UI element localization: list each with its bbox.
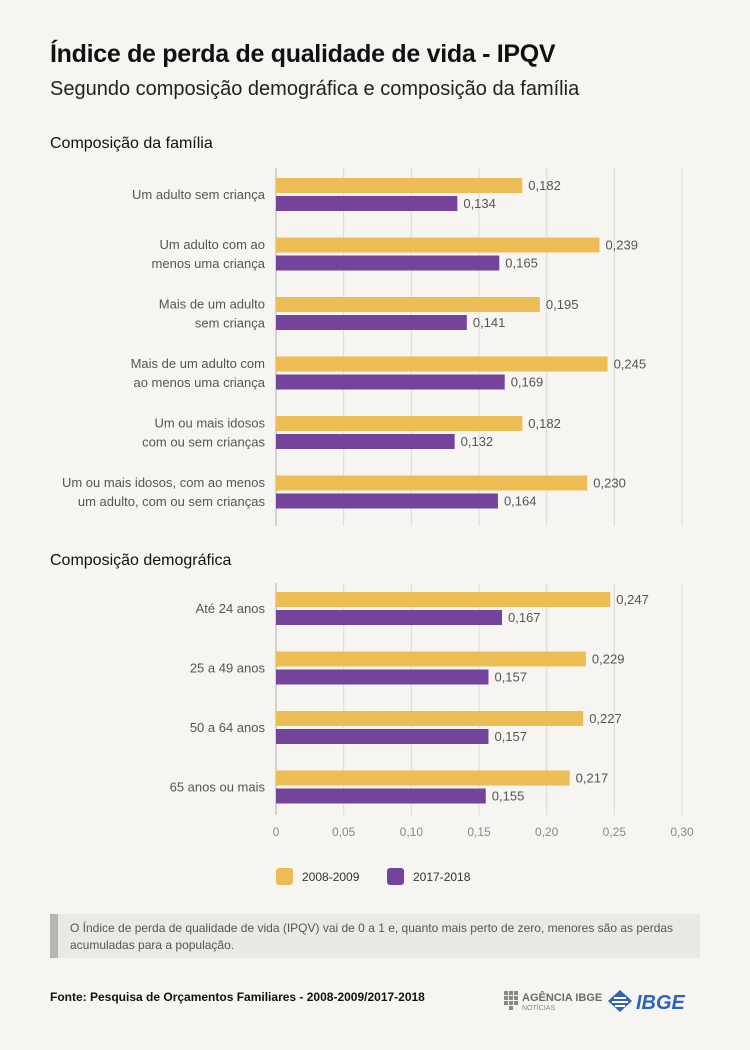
data-label: 0,247	[616, 592, 649, 607]
data-label: 0,157	[494, 729, 527, 744]
section-title: Composição demográfica	[50, 552, 232, 569]
data-label: 0,182	[528, 416, 561, 431]
bar-2017-2018	[276, 434, 455, 449]
legend-swatch	[276, 868, 293, 885]
bar-2008-2009	[276, 237, 600, 253]
category-label: com ou sem crianças	[142, 435, 265, 450]
data-label: 0,239	[605, 238, 638, 253]
bar-2008-2009	[276, 297, 540, 312]
bar-2017-2018	[276, 788, 486, 804]
x-tick-label: 0,05	[332, 825, 356, 839]
x-tick-label: 0,10	[400, 825, 424, 839]
bar-2008-2009	[276, 178, 523, 193]
ibge-logo-icon	[608, 990, 632, 1012]
bar-2017-2018	[276, 729, 489, 744]
data-label: 0,169	[511, 375, 544, 390]
bar-2017-2018	[276, 374, 505, 390]
category-label: sem criança	[195, 316, 266, 331]
bar-2008-2009	[276, 416, 523, 431]
agencia-logo-title: AGÊNCIA IBGE	[522, 991, 602, 1004]
data-label: 0,157	[494, 670, 527, 685]
category-label: um adulto, com ou sem crianças	[78, 494, 266, 509]
category-label: Mais de um adulto	[159, 297, 265, 312]
x-tick-label: 0,15	[467, 825, 491, 839]
data-label: 0,134	[463, 196, 496, 211]
category-label: Um ou mais idosos	[154, 416, 265, 431]
category-label: 25 a 49 anos	[190, 661, 266, 676]
bar-2017-2018	[276, 255, 500, 271]
agencia-ibge-logo: AGÊNCIA IBGE NOTÍCIAS	[504, 991, 602, 1012]
category-label: menos uma criança	[152, 256, 266, 271]
data-label: 0,155	[492, 789, 525, 804]
bar-2017-2018	[276, 315, 467, 330]
data-label: 0,230	[593, 476, 626, 491]
x-tick-label: 0,25	[603, 825, 627, 839]
category-label: Um ou mais idosos, com ao menos	[62, 475, 266, 490]
bar-2008-2009	[276, 475, 588, 491]
data-label: 0,229	[592, 652, 625, 667]
agencia-logo-sub: NOTÍCIAS	[522, 1003, 555, 1012]
category-label: 65 anos ou mais	[170, 780, 266, 795]
data-label: 0,227	[589, 711, 622, 726]
data-label: 0,132	[461, 434, 494, 449]
bar-2008-2009	[276, 770, 570, 786]
legend-label: 2008-2009	[302, 870, 360, 884]
bar-chart: Composição da família Um adulto sem crian…	[50, 135, 694, 885]
bar-2017-2018	[276, 493, 498, 509]
data-label: 0,165	[505, 256, 538, 271]
footnote: O Índice de perda de qualidade de vida (…	[50, 914, 700, 958]
data-label: 0,164	[504, 494, 537, 509]
chart-subtitle: Segundo composição demográfica e composi…	[50, 78, 580, 100]
data-label: 0,217	[576, 771, 609, 786]
category-label: ao menos uma criança	[133, 375, 265, 390]
data-label: 0,182	[528, 178, 561, 193]
x-tick-label: 0,30	[670, 825, 694, 839]
legend-label: 2017-2018	[413, 870, 471, 884]
category-label: 50 a 64 anos	[190, 720, 266, 735]
bar-2017-2018	[276, 669, 489, 685]
category-label: Um adulto com ao	[160, 237, 266, 252]
category-label: Um adulto sem criança	[132, 187, 266, 202]
bar-2008-2009	[276, 711, 584, 726]
chart-title: Índice de perda de qualidade de vida - I…	[50, 40, 556, 68]
x-tick-label: 0,20	[535, 825, 559, 839]
data-label: 0,195	[546, 297, 579, 312]
section-title: Composição da família	[50, 135, 213, 152]
ibge-logo-text: IBGE	[636, 992, 686, 1014]
source-text: Fonte: Pesquisa de Orçamentos Familiares…	[50, 990, 425, 1004]
data-label: 0,141	[473, 315, 506, 330]
bar-2008-2009	[276, 592, 611, 607]
data-label: 0,245	[614, 357, 647, 372]
category-label: Até 24 anos	[196, 601, 266, 616]
legend-swatch	[387, 868, 404, 885]
x-tick-label: 0	[273, 825, 280, 839]
ibge-logo: IBGE	[608, 990, 686, 1014]
bar-2008-2009	[276, 651, 586, 667]
bar-2017-2018	[276, 196, 458, 211]
data-label: 0,167	[508, 610, 541, 625]
bar-2008-2009	[276, 356, 608, 372]
agencia-logo-icon	[504, 991, 518, 1010]
bar-2017-2018	[276, 610, 503, 625]
category-label: Mais de um adulto com	[131, 356, 265, 371]
